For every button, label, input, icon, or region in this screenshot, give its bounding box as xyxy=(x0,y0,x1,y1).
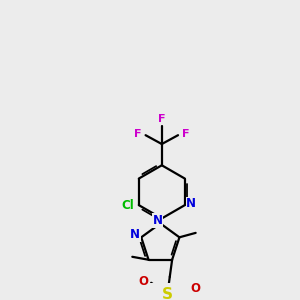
Text: N: N xyxy=(186,197,196,210)
Text: S: S xyxy=(162,287,173,300)
Text: Cl: Cl xyxy=(121,199,134,212)
Text: F: F xyxy=(134,129,142,139)
Text: N: N xyxy=(152,214,162,227)
Text: O: O xyxy=(191,282,201,295)
Text: O: O xyxy=(138,275,148,288)
Text: N: N xyxy=(130,228,140,242)
Text: F: F xyxy=(182,129,189,139)
Text: F: F xyxy=(158,114,166,124)
